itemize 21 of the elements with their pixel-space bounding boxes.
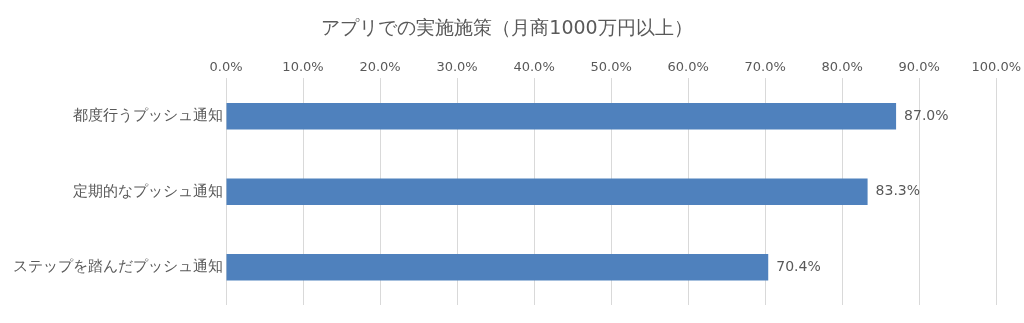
data-label: 83.3%	[875, 182, 921, 199]
x-tick-label: 80.0%	[821, 58, 863, 74]
data-label: 87.0%	[904, 106, 949, 123]
bar	[226, 178, 868, 205]
x-tick-label: 30.0%	[436, 58, 478, 74]
x-tick-label: 40.0%	[513, 58, 555, 74]
chart-title: アプリでの実施施策（月商1000万円以上）	[321, 16, 693, 39]
x-tick-label: 50.0%	[590, 58, 632, 74]
x-tick-label: 60.0%	[667, 58, 709, 74]
bar	[226, 254, 769, 281]
x-tick-label: 90.0%	[898, 58, 940, 74]
y-tick-label: 都度行うプッシュ通知	[73, 106, 223, 125]
x-tick-label: 10.0%	[282, 58, 324, 74]
data-label: 70.4%	[776, 257, 821, 274]
y-tick-label: ステップを踏んだプッシュ通知	[13, 257, 223, 276]
x-tick-label: 100.0%	[971, 58, 1021, 74]
bar	[226, 102, 897, 130]
x-tick-label: 0.0%	[209, 58, 243, 74]
x-tick-label: 20.0%	[359, 58, 401, 74]
y-tick-label: 定期的なプッシュ通知	[73, 181, 223, 200]
x-tick-label: 70.0%	[744, 58, 786, 74]
